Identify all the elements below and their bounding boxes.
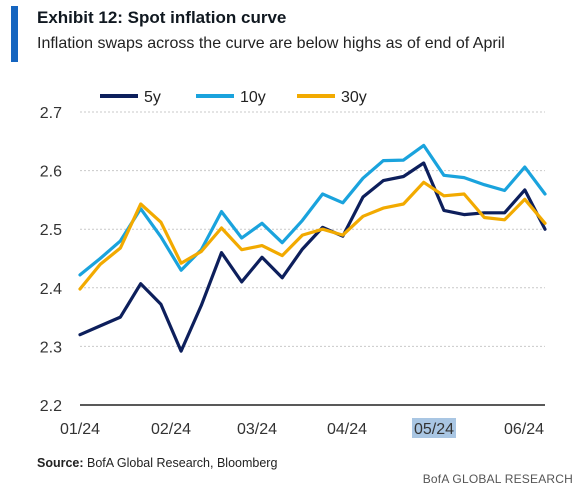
y-tick-label: 2.4 xyxy=(40,281,62,298)
legend-label-5y: 5y xyxy=(144,89,161,106)
x-tick-highlight xyxy=(412,418,456,438)
series-lines xyxy=(78,143,547,353)
y-tick-label: 2.7 xyxy=(40,105,62,122)
x-tick-label: 06/24 xyxy=(504,421,544,438)
x-axis: 01/24 02/24 03/24 04/24 05/24 06/24 xyxy=(60,404,545,438)
x-tick-label: 03/24 xyxy=(237,421,277,438)
x-tick-label: 02/24 xyxy=(151,421,191,438)
gridlines xyxy=(80,111,545,347)
x-tick-label: 04/24 xyxy=(327,421,367,438)
series-line-10y xyxy=(78,143,547,277)
source-text: BofA Global Research, Bloomberg xyxy=(83,456,278,470)
brand-label: BofA GLOBAL RESEARCH xyxy=(422,472,573,486)
chart-subtitle: Inflation swaps across the curve are bel… xyxy=(37,35,505,52)
y-tick-label: 2.2 xyxy=(40,398,62,415)
x-tick-label: 05/24 xyxy=(414,421,454,438)
y-axis: 2.7 2.6 2.5 2.4 2.3 2.2 xyxy=(40,105,62,415)
series-line-5y xyxy=(78,161,547,353)
series-line-30y xyxy=(78,180,547,291)
legend: 5y 10y 30y xyxy=(100,89,367,106)
y-tick-label: 2.3 xyxy=(40,339,62,356)
legend-label-30y: 30y xyxy=(341,89,367,106)
accent-bar xyxy=(11,6,18,62)
source-note: Source: BofA Global Research, Bloomberg xyxy=(37,456,277,470)
y-tick-label: 2.6 xyxy=(40,164,62,181)
chart-title: Exhibit 12: Spot inflation curve xyxy=(37,8,287,27)
source-label: Source: xyxy=(37,456,84,470)
y-tick-label: 2.5 xyxy=(40,222,62,239)
x-tick-label: 01/24 xyxy=(60,421,100,438)
legend-label-10y: 10y xyxy=(240,89,266,106)
